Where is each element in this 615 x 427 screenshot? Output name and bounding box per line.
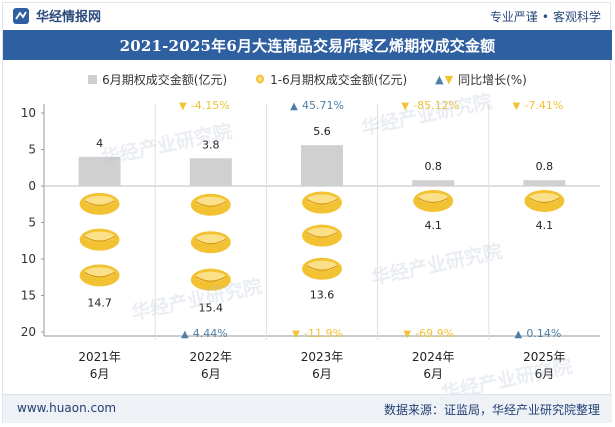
coin-icon bbox=[84, 195, 115, 206]
coin-icon bbox=[84, 271, 115, 278]
huajing-logo-icon bbox=[13, 7, 29, 24]
y-tick-label: 10 bbox=[21, 106, 36, 120]
bar-label-ytd: 15.4 bbox=[199, 301, 224, 314]
y-tick-label: 0 bbox=[28, 179, 36, 193]
coin-icon bbox=[195, 271, 226, 282]
bullet-icon: • bbox=[541, 10, 549, 24]
growth-label-monthly: -4.15% bbox=[191, 99, 230, 112]
footer-source: 数据来源：证监局，华经产业研究院整理 bbox=[383, 403, 600, 417]
chart-title: 2021-2025年6月大连商品交易所聚乙烯期权成交金额 bbox=[119, 36, 496, 55]
bar-label-monthly: 3.8 bbox=[202, 138, 220, 151]
triangle-down-icon: ▼ bbox=[401, 101, 409, 112]
coin-icon bbox=[307, 260, 337, 271]
brand-name: 华经情报网 bbox=[36, 10, 102, 25]
coin-icon bbox=[195, 276, 227, 282]
tagline-right: 客观科学 bbox=[552, 10, 601, 24]
triangle-up-icon: ▲ bbox=[290, 101, 298, 112]
legend-label-ytd: 1-6月期权成交金额(亿元) bbox=[270, 72, 408, 87]
legend-label-growth: 同比增长(%) bbox=[458, 72, 527, 87]
coin-icon bbox=[418, 192, 449, 203]
coin-icon bbox=[195, 234, 226, 245]
coin-icon bbox=[256, 74, 265, 84]
coin-icon bbox=[529, 197, 560, 204]
top-bar: 华经情报网 专业严谨 • 客观科学 bbox=[0, 0, 615, 30]
bar-label-monthly: 0.8 bbox=[536, 160, 554, 173]
footer: www.huaon.com 数据来源：证监局，华经产业研究院整理 bbox=[3, 394, 612, 423]
growth-label-ytd: -11.9% bbox=[304, 327, 343, 340]
bar-label-ytd: 13.6 bbox=[310, 288, 335, 301]
triangle-down-icon: ▼ bbox=[403, 329, 411, 340]
x-tick-label: 6月 bbox=[90, 367, 110, 381]
growth-label-ytd: 4.44% bbox=[193, 327, 228, 340]
x-tick-label: 2024年 bbox=[412, 350, 455, 364]
y-tick-label: 5 bbox=[28, 143, 36, 157]
legend-label-monthly: 6月期权成交金额(亿元) bbox=[102, 72, 228, 87]
bar-label-monthly: 4 bbox=[96, 137, 103, 150]
triangle-up-icon: ▲ bbox=[435, 72, 444, 86]
footer-url[interactable]: www.huaon.com bbox=[17, 401, 117, 415]
x-tick-label: 6月 bbox=[312, 367, 332, 381]
x-tick-label: 2022年 bbox=[190, 350, 233, 364]
coin-icon bbox=[195, 196, 226, 207]
coin-icon bbox=[307, 227, 337, 238]
coin-icon bbox=[529, 192, 560, 203]
coin-icon bbox=[306, 265, 338, 271]
legend-item-ytd[interactable]: 1-6月期权成交金额(亿元) bbox=[255, 71, 407, 88]
coin-icon bbox=[84, 231, 115, 242]
x-tick-label: 6月 bbox=[201, 367, 221, 381]
triangle-down-icon: ▼ bbox=[292, 329, 300, 340]
bar-monthly bbox=[523, 180, 566, 186]
growth-label-monthly: 45.71% bbox=[302, 99, 344, 112]
coin-icon bbox=[84, 200, 115, 206]
bar-label-ytd: 4.1 bbox=[424, 219, 442, 232]
y-tick-label: 5 bbox=[28, 216, 36, 230]
bar-label-ytd: 14.7 bbox=[87, 296, 112, 309]
bar-monthly bbox=[78, 156, 121, 186]
tagline: 专业严谨 • 客观科学 bbox=[490, 8, 601, 25]
legend: 6月期权成交金额(亿元) 1-6月期权成交金额(亿元) ▲ ▼ 同比增长(%) bbox=[0, 68, 615, 90]
triangle-up-icon: ▲ bbox=[515, 329, 523, 340]
x-tick-label: 6月 bbox=[535, 367, 555, 381]
x-tick-label: 2023年 bbox=[301, 350, 344, 364]
coin-icon bbox=[84, 236, 115, 242]
gray-square-icon bbox=[88, 74, 98, 84]
triangle-down-icon: ▼ bbox=[444, 72, 454, 86]
triangle-down-icon: ▼ bbox=[179, 101, 187, 112]
title-bar: 2021-2025年6月大连商品交易所聚乙烯期权成交金额 bbox=[3, 30, 612, 60]
y-tick-label: 20 bbox=[21, 325, 36, 339]
coin-icon bbox=[195, 201, 227, 207]
bar-monthly bbox=[189, 158, 232, 186]
coin-icon bbox=[306, 199, 338, 205]
tagline-left: 专业严谨 bbox=[489, 10, 538, 24]
legend-item-growth[interactable]: ▲ ▼ 同比增长(%) bbox=[435, 71, 527, 88]
coin-icon bbox=[306, 232, 338, 238]
coin-icon bbox=[417, 197, 449, 204]
bar-monthly bbox=[412, 180, 455, 186]
coin-icon bbox=[307, 194, 337, 205]
bar-label-ytd: 4.1 bbox=[536, 219, 554, 232]
x-tick-label: 6月 bbox=[423, 367, 443, 381]
y-tick-label: 10 bbox=[21, 252, 36, 266]
triangle-down-icon: ▼ bbox=[513, 101, 521, 112]
bar-monthly bbox=[301, 145, 343, 186]
bar-label-monthly: 5.6 bbox=[313, 125, 331, 138]
bar-label-monthly: 0.8 bbox=[424, 160, 442, 173]
coin-icon bbox=[195, 238, 227, 245]
triangle-up-icon: ▲ bbox=[181, 329, 189, 340]
y-tick-label: 15 bbox=[21, 289, 36, 303]
growth-label-ytd: 0.14% bbox=[526, 327, 561, 340]
coin-icon bbox=[84, 267, 115, 278]
brand[interactable]: 华经情报网 bbox=[12, 6, 101, 25]
growth-label-monthly: -85.12% bbox=[413, 99, 459, 112]
growth-label-monthly: -7.41% bbox=[524, 99, 563, 112]
legend-item-monthly[interactable]: 6月期权成交金额(亿元) bbox=[88, 71, 227, 88]
growth-label-ytd: -69.9% bbox=[415, 327, 454, 340]
x-tick-label: 2021年 bbox=[78, 350, 121, 364]
x-tick-label: 2025年 bbox=[523, 350, 566, 364]
